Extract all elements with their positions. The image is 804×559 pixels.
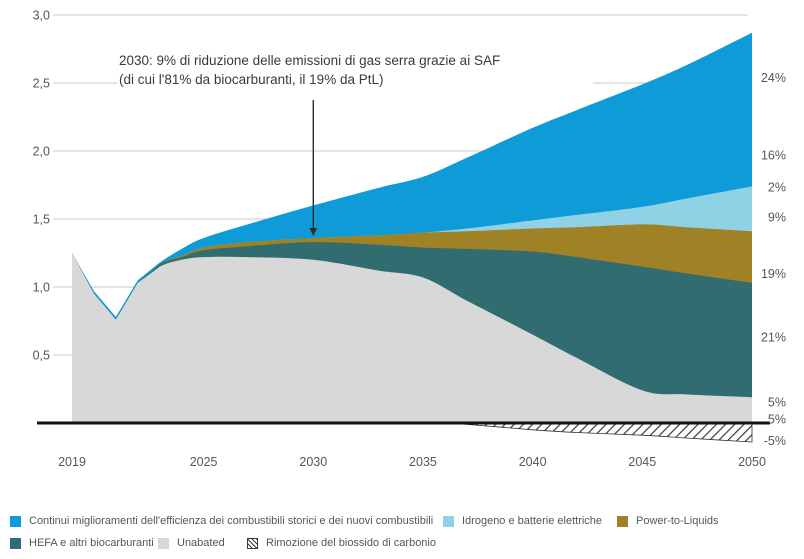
y-tick-label: 3,0	[33, 9, 50, 23]
percent-label: -5%	[764, 434, 786, 448]
area-layers	[72, 32, 752, 423]
x-tick-label: 2045	[628, 455, 656, 469]
area-cdr-hatched	[444, 422, 753, 443]
percent-label: 21%	[761, 331, 786, 345]
percent-label: 16%	[761, 149, 786, 163]
percent-label: 19%	[761, 267, 786, 281]
x-tick-label: 2030	[299, 455, 327, 469]
legend-item-efficiency: Continui miglioramenti dell'efficienza d…	[10, 514, 433, 528]
percent-label: 9%	[768, 210, 786, 224]
annotation-line1: 2030: 9% di riduzione delle emissioni di…	[119, 53, 501, 68]
unabated-swatch-icon	[158, 537, 169, 549]
x-tick-label: 2019	[58, 455, 86, 469]
area-unabated	[72, 253, 752, 423]
hydrogen-swatch-icon	[443, 515, 454, 527]
ptl-swatch-icon	[617, 515, 628, 527]
legend-item-hefa: HEFA e altri biocarburanti	[10, 536, 154, 550]
y-tick-label: 1,5	[33, 213, 50, 227]
legend-label: HEFA e altri biocarburanti	[29, 537, 154, 549]
legend-label: Power-to-Liquids	[636, 515, 719, 527]
y-tick-label: 1,0	[33, 281, 50, 295]
percent-label: 5%	[768, 412, 786, 426]
legend-label: Continui miglioramenti dell'efficienza d…	[29, 515, 434, 527]
x-tick-label: 2035	[409, 455, 437, 469]
y-tick-label: 2,0	[33, 145, 50, 159]
legend-item-hydrogen: Idrogeno e batterie elettriche	[443, 514, 602, 528]
percent-label: 24%	[761, 71, 786, 85]
chart-legend: Continui miglioramenti dell'efficienza d…	[0, 508, 804, 559]
efficiency-swatch-icon	[10, 515, 21, 527]
y-tick-label: 0,5	[33, 349, 50, 363]
percent-label: 5%	[768, 396, 786, 410]
x-tick-label: 2040	[519, 455, 547, 469]
legend-item-unabated: Unabated	[158, 536, 225, 550]
y-axis-labels: 3,0 2,5 2,0 1,5 1,0 0,5	[33, 9, 50, 363]
arrow-head	[309, 228, 318, 236]
y-tick-label: 2,5	[33, 77, 50, 91]
legend-label: Rimozione del biossido di carbonio	[266, 537, 436, 549]
legend-item-cdr: Rimozione del biossido di carbonio	[247, 536, 436, 550]
legend-item-ptl: Power-to-Liquids	[617, 514, 719, 528]
cdr-hatch-swatch-icon	[247, 537, 258, 549]
legend-label: Unabated	[177, 537, 225, 549]
annotation-arrow-icon	[309, 100, 318, 236]
x-tick-label: 2050	[738, 455, 766, 469]
hefa-swatch-icon	[10, 537, 21, 549]
x-tick-label: 2025	[190, 455, 218, 469]
x-axis-labels: 2019 2025 2030 2035 2040 2045 2050	[58, 455, 766, 469]
right-percentage-labels: 24% 16% 2% 9% 19% 21% 5% 5% -5%	[761, 71, 786, 448]
legend-label: Idrogeno e batterie elettriche	[462, 515, 603, 527]
emissions-stacked-area-chart: 3,0 2,5 2,0 1,5 1,0 0,5 2019 2025 2030 2035 2040 20…	[33, 9, 786, 470]
annotation-2030-saf: 2030: 9% di riduzione delle emissioni di…	[117, 50, 593, 92]
percent-label: 2%	[768, 181, 786, 195]
annotation-line2: (di cui l'81% da biocarburanti, il 19% d…	[119, 72, 384, 87]
